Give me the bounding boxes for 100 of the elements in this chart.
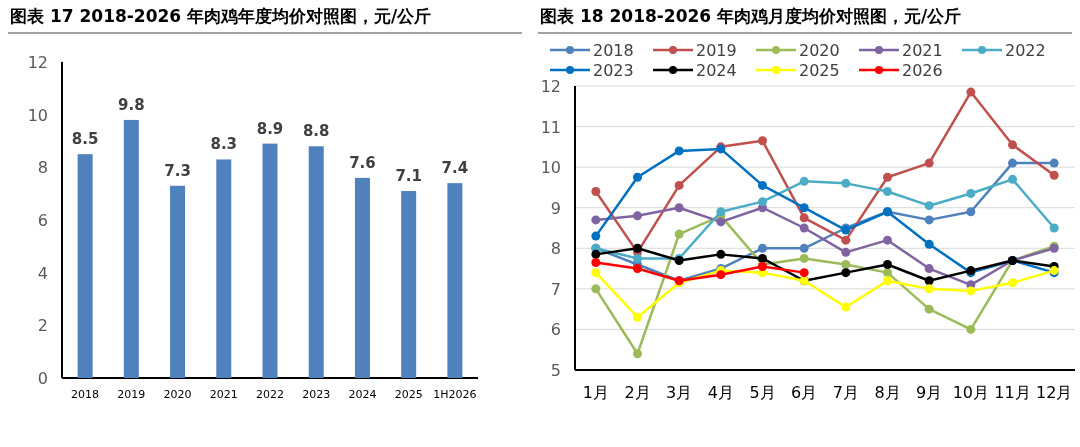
point — [716, 217, 726, 227]
data-label: 7.3 — [164, 161, 191, 180]
point — [966, 87, 976, 97]
y-tick-label: 8 — [550, 239, 561, 259]
x-tick-label: 2月 — [624, 383, 651, 402]
point — [1008, 158, 1017, 168]
legend-label: 2025 — [799, 61, 840, 80]
point — [674, 146, 684, 156]
point — [924, 215, 934, 225]
y-tick-label: 4 — [37, 263, 48, 283]
data-label: 7.6 — [349, 153, 376, 172]
data-label: 7.4 — [441, 159, 469, 178]
point — [758, 136, 767, 146]
point — [716, 249, 726, 259]
y-tick-label: 11 — [540, 117, 561, 137]
y-tick-label: 10 — [540, 158, 561, 178]
point — [883, 235, 892, 245]
point — [1008, 174, 1017, 184]
point — [591, 257, 601, 267]
x-tick-label: 2020 — [163, 388, 192, 401]
point — [591, 268, 601, 278]
point — [799, 203, 809, 213]
point — [674, 180, 684, 190]
point — [1049, 158, 1059, 168]
point — [633, 172, 642, 182]
y-tick-label: 6 — [550, 320, 561, 340]
chart-title: 图表 17 2018-2026 年肉鸡年度均价对照图，元/公斤 — [10, 6, 432, 26]
point — [924, 264, 934, 274]
point — [883, 172, 892, 182]
point — [799, 253, 809, 263]
point — [883, 276, 892, 286]
legend-label: 2020 — [799, 41, 840, 60]
point — [841, 260, 851, 270]
bar — [447, 183, 463, 378]
point — [1049, 170, 1059, 180]
y-tick-label: 8 — [37, 158, 48, 178]
point — [674, 203, 684, 213]
x-tick-label: 9月 — [916, 383, 943, 402]
point — [841, 235, 851, 245]
x-tick-label: 12月 — [1035, 383, 1073, 402]
chart-title: 图表 18 2018-2026 年肉鸡月度均价对照图，元/公斤 — [540, 6, 962, 26]
point — [591, 215, 601, 225]
bar — [77, 154, 93, 378]
x-tick-label: 2022 — [256, 388, 284, 401]
x-tick-label: 7月 — [832, 383, 859, 402]
point — [758, 243, 767, 253]
y-tick-label: 10 — [27, 105, 48, 125]
x-tick-label: 2021 — [209, 388, 238, 401]
x-tick-label: 2025 — [394, 388, 423, 401]
point — [716, 207, 726, 217]
point — [924, 276, 934, 286]
point — [924, 304, 934, 314]
x-tick-label: 1月 — [582, 383, 609, 402]
y-tick-label: 2 — [37, 316, 48, 336]
point — [924, 158, 934, 168]
point — [1049, 223, 1059, 233]
legend-label: 2022 — [1005, 41, 1046, 60]
point — [966, 324, 976, 334]
bar — [354, 177, 370, 378]
bar — [262, 143, 278, 378]
point — [799, 213, 809, 223]
point — [1008, 140, 1017, 150]
bar — [123, 119, 139, 378]
data-label: 8.8 — [302, 122, 330, 141]
point — [799, 176, 809, 186]
y-tick-label: 9 — [550, 198, 561, 218]
x-tick-label: 5月 — [749, 383, 776, 402]
legend-label: 2018 — [593, 41, 634, 60]
point — [799, 243, 809, 253]
point — [841, 268, 851, 278]
point — [633, 349, 642, 359]
point — [633, 264, 642, 274]
y-tick-label: 0 — [37, 369, 48, 388]
point — [841, 178, 851, 188]
x-tick-label: 6月 — [791, 383, 818, 402]
point — [591, 231, 601, 241]
point — [883, 260, 892, 270]
bar — [170, 185, 186, 378]
legend-label: 2023 — [593, 61, 634, 80]
y-tick-label: 5 — [550, 361, 561, 380]
bar — [401, 191, 417, 378]
y-tick-label: 12 — [27, 53, 48, 72]
point — [799, 223, 809, 233]
point — [633, 243, 642, 253]
x-tick-label: 2018 — [71, 388, 100, 401]
legend-label: 2024 — [696, 61, 737, 80]
point — [841, 302, 851, 312]
legend-label: 2019 — [696, 41, 737, 60]
point — [633, 211, 642, 221]
point — [883, 186, 892, 196]
bar — [308, 146, 324, 378]
data-label: 8.5 — [71, 130, 99, 149]
x-tick-label: 4月 — [707, 383, 734, 402]
point — [591, 186, 601, 196]
point — [758, 253, 767, 263]
x-tick-label: 2023 — [302, 388, 331, 401]
legend-label: 2026 — [902, 61, 943, 80]
point — [799, 268, 809, 278]
point — [591, 284, 601, 294]
point — [924, 201, 934, 211]
